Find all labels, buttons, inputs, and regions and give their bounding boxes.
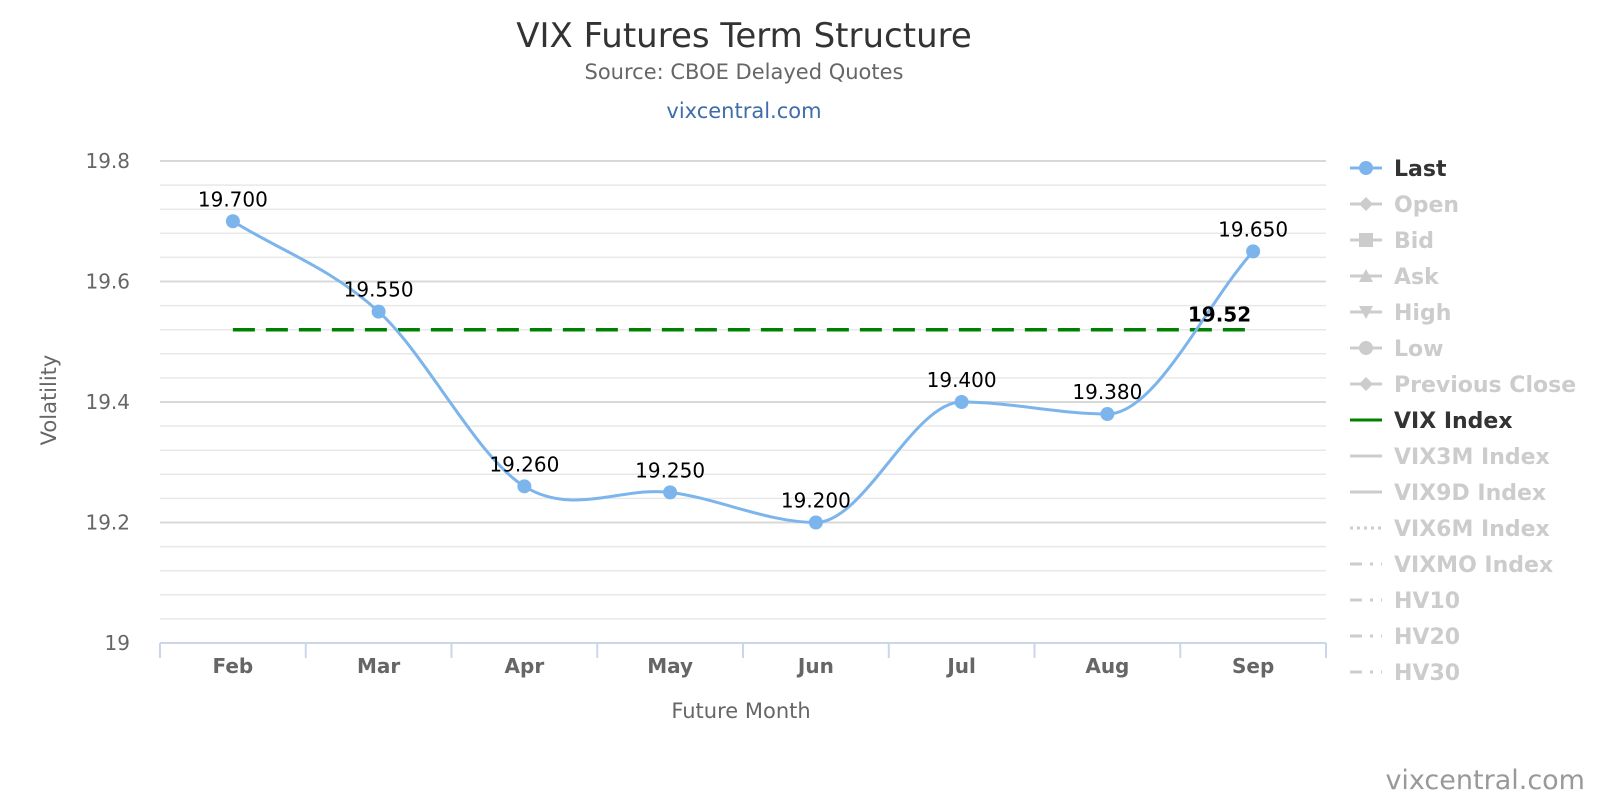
vix-index-label: 19.52 [1188, 303, 1251, 327]
legend-label: Bid [1394, 229, 1434, 254]
chart-subtitle: Source: CBOE Delayed Quotes [585, 60, 904, 84]
x-axis-title: Future Month [671, 699, 810, 723]
legend-label: Last [1394, 157, 1447, 182]
x-tick-label: Jul [945, 654, 976, 678]
legend-label: VIX Index [1394, 409, 1513, 434]
grid [160, 160, 1326, 644]
legend-label: HV20 [1394, 625, 1460, 650]
plot-area: 19.700 19.550 19.260 19.250 19.200 19.400 19.3… [198, 187, 1288, 530]
last-data-point[interactable] [808, 515, 823, 530]
legend-label: VIX9D Index [1394, 481, 1546, 506]
legend-item-previous-close[interactable]: Previous Close [1350, 373, 1576, 398]
last-data-point[interactable] [954, 395, 969, 409]
legend-label: Open [1394, 193, 1459, 218]
x-tick-label: Mar [357, 654, 400, 678]
last-data-point[interactable] [517, 479, 532, 494]
y-tick-label: 19.6 [85, 270, 130, 294]
legend-label: VIXMO Index [1394, 553, 1553, 578]
legend-item-vix-index[interactable]: VIX Index [1350, 409, 1513, 434]
last-data-point[interactable] [1100, 407, 1115, 422]
legend-label: VIX3M Index [1394, 445, 1550, 470]
legend-square-icon [1359, 233, 1373, 247]
legend-item-vixmo-index[interactable]: VIXMO Index [1350, 553, 1553, 578]
legend-label: Ask [1394, 265, 1440, 290]
data-label: 19.400 [927, 368, 997, 392]
legend-diamond-icon [1359, 197, 1373, 211]
legend-item-low[interactable]: Low [1350, 337, 1443, 362]
data-label: 19.700 [198, 187, 268, 211]
legend-item-hv30[interactable]: HV30 [1350, 661, 1460, 686]
legend-label: High [1394, 301, 1451, 326]
y-axis-title: Volatility [37, 355, 61, 446]
x-tick-label: Apr [505, 654, 545, 678]
last-data-point[interactable] [371, 304, 386, 319]
x-tick-label: Aug [1085, 654, 1129, 678]
last-series-line[interactable] [232, 219, 1255, 525]
legend-label: Low [1394, 337, 1443, 362]
credit-link[interactable]: vixcentral.com [1385, 765, 1585, 796]
legend-circle-icon [1359, 161, 1373, 175]
y-tick-label: 19.4 [85, 390, 130, 414]
y-tick-label: 19 [105, 631, 130, 655]
legend-item-vix9d-index[interactable]: VIX9D Index [1350, 481, 1546, 506]
chart-title: VIX Futures Term Structure [516, 16, 972, 56]
legend-triangle-icon [1359, 269, 1373, 282]
x-tick-label: Jun [796, 654, 834, 678]
legend-item-bid[interactable]: Bid [1350, 229, 1434, 254]
legend-item-vix3m-index[interactable]: VIX3M Index [1350, 445, 1550, 470]
legend-label: HV30 [1394, 661, 1460, 686]
legend-diamond-icon [1359, 377, 1373, 391]
data-label: 19.260 [489, 452, 559, 476]
legend-item-vix6m-index[interactable]: VIX6M Index [1350, 517, 1550, 542]
axes: Feb Mar Apr May Jun Jul Aug Sep 19 19.2 19.4 19.6 19… [85, 149, 1327, 678]
legend-label: Previous Close [1394, 373, 1576, 398]
legend-item-high[interactable]: High [1350, 301, 1451, 326]
last-data-point[interactable] [663, 485, 678, 500]
data-label: 19.550 [344, 278, 414, 302]
legend-circle-icon [1359, 341, 1373, 355]
x-tick-label: May [647, 654, 693, 678]
x-tick-label: Feb [213, 654, 254, 678]
data-label: 19.250 [635, 458, 705, 482]
legend-item-open[interactable]: Open [1350, 193, 1459, 218]
x-tick-label: Sep [1232, 654, 1274, 678]
legend-item-hv10[interactable]: HV10 [1350, 589, 1460, 614]
last-data-point[interactable] [1246, 244, 1261, 259]
data-label: 19.200 [781, 489, 851, 513]
y-tick-label: 19.2 [85, 511, 130, 535]
legend-label: HV10 [1394, 589, 1460, 614]
data-label: 19.380 [1072, 380, 1142, 404]
legend-label: VIX6M Index [1394, 517, 1550, 542]
data-label: 19.650 [1218, 217, 1288, 241]
legend-item-last[interactable]: Last [1350, 157, 1447, 182]
legend-triangle-down-icon [1359, 306, 1373, 319]
legend-item-ask[interactable]: Ask [1350, 265, 1440, 290]
source-link[interactable]: vixcentral.com [666, 99, 821, 123]
last-data-point[interactable] [225, 214, 240, 229]
y-tick-label: 19.8 [85, 149, 130, 173]
legend-item-hv20[interactable]: HV20 [1350, 625, 1460, 650]
legend: Last Open Bid Ask High Low Previous Close VIX I… [1350, 157, 1576, 686]
